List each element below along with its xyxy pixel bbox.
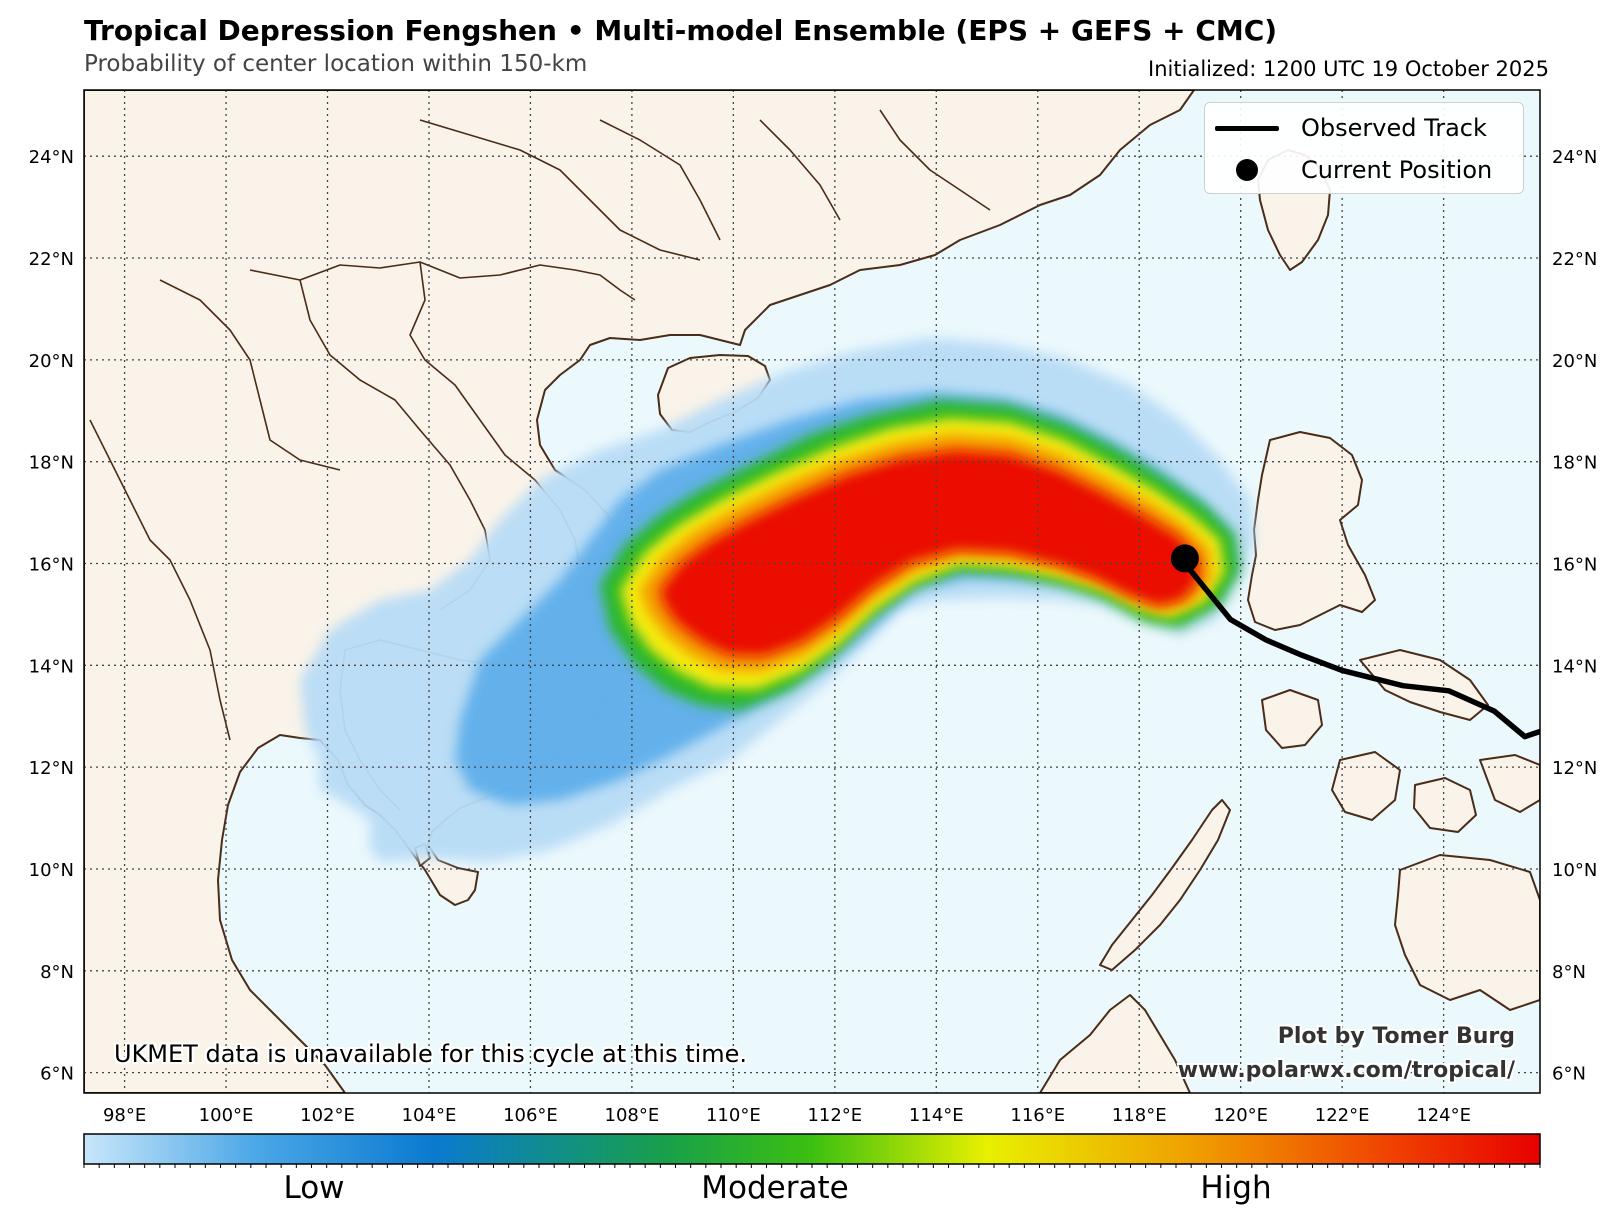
map-subtitle: Probability of center location within 15… <box>84 51 588 77</box>
legend-label-observed-track: Observed Track <box>1301 114 1487 142</box>
latitude-labels-left: 6°N 8°N 10°N 12°N 14°N 16°N 18°N 20°N 22°N 24°N <box>29 147 74 1084</box>
latitude-label: 16°N <box>29 554 74 575</box>
latitude-label: 16°N <box>1552 554 1597 575</box>
visayas-islands <box>1331 649 1540 833</box>
palawan-island <box>1099 799 1231 971</box>
longitude-label: 100°E <box>199 1105 254 1126</box>
latitude-label: 18°N <box>1552 453 1597 474</box>
current-position-marker <box>1170 544 1199 573</box>
longitude-label: 106°E <box>503 1105 558 1126</box>
probability-swath <box>300 338 1255 862</box>
track-line-swatch-icon <box>1215 125 1279 131</box>
colorbar-label-high: High <box>1200 1170 1272 1206</box>
longitude-label: 104°E <box>402 1105 457 1126</box>
credit-author: Plot by Tomer Burg <box>1277 1024 1515 1049</box>
ukmet-note: UKMET data is unavailable for this cycle… <box>114 1040 748 1068</box>
credit-url: www.polarwx.com/tropical/ <box>1177 1058 1515 1083</box>
map-frame <box>83 89 1541 1094</box>
longitude-label: 114°E <box>909 1105 964 1126</box>
longitude-label: 102°E <box>300 1105 355 1126</box>
myanmar-thailand-border <box>89 419 231 741</box>
luzon-island <box>1247 431 1376 631</box>
credit-block: Plot by Tomer Burg www.polarwx.com/tropi… <box>1178 1020 1515 1088</box>
map-legend: Observed Track Current Position <box>1204 102 1524 194</box>
latitude-label: 12°N <box>1552 758 1597 779</box>
latitude-label: 10°N <box>29 860 74 881</box>
longitude-label: 108°E <box>605 1105 660 1126</box>
latitude-label: 24°N <box>29 147 74 168</box>
longitude-label: 118°E <box>1112 1105 1167 1126</box>
legend-item-current-position: Current Position <box>1215 150 1492 190</box>
longitude-label: 124°E <box>1416 1105 1471 1126</box>
latitude-label: 20°N <box>1552 351 1597 372</box>
borneo-north <box>1039 994 1191 1093</box>
latitude-label: 10°N <box>1552 860 1597 881</box>
colorbar <box>83 1133 1541 1165</box>
longitude-label: 110°E <box>706 1105 761 1126</box>
china-vietnam-border <box>249 261 636 301</box>
latitude-label: 20°N <box>29 351 74 372</box>
latitude-label: 22°N <box>29 249 74 270</box>
map-title: Tropical Depression Fengshen • Multi-mod… <box>84 14 1278 47</box>
latitude-label: 6°N <box>40 1064 74 1085</box>
colorbar-label-moderate: Moderate <box>701 1170 849 1206</box>
latitude-label: 18°N <box>29 453 74 474</box>
longitude-label: 112°E <box>807 1105 862 1126</box>
latitude-labels-right: 6°N 8°N 10°N 12°N 14°N 16°N 18°N 20°N 22°N 24°N <box>1552 147 1597 1084</box>
latitude-label: 14°N <box>29 656 74 677</box>
initialization-time: Initialized: 1200 UTC 19 October 2025 <box>1148 57 1549 81</box>
china-provinces <box>419 109 991 261</box>
latitude-label: 12°N <box>29 758 74 779</box>
gridlines <box>84 90 1540 1093</box>
landmasses <box>84 90 1540 1093</box>
myanmar-laos-border <box>159 279 341 471</box>
position-dot-icon <box>1215 159 1279 181</box>
latitude-label: 14°N <box>1552 656 1597 677</box>
longitude-label: 116°E <box>1010 1105 1065 1126</box>
mindoro-island <box>1261 689 1323 749</box>
high-probability-core <box>660 450 1198 656</box>
latitude-label: 8°N <box>1552 962 1586 983</box>
longitude-label: 98°E <box>103 1105 146 1126</box>
longitude-label: 120°E <box>1213 1105 1268 1126</box>
latitude-label: 8°N <box>40 962 74 983</box>
legend-item-observed-track: Observed Track <box>1215 108 1487 148</box>
latitude-label: 6°N <box>1552 1064 1586 1085</box>
observed-track-line <box>1182 560 1540 740</box>
latitude-label: 24°N <box>1552 147 1597 168</box>
colorbar-ticks <box>83 1164 1541 1168</box>
longitude-label: 122°E <box>1315 1105 1370 1126</box>
mindanao-island <box>1394 854 1540 1011</box>
legend-label-current-position: Current Position <box>1301 156 1493 184</box>
latitude-label: 22°N <box>1552 249 1597 270</box>
colorbar-label-low: Low <box>283 1170 345 1206</box>
longitude-labels: 98°E 100°E 102°E 104°E 106°E 108°E 110°E 112°E 1… <box>103 1105 1471 1126</box>
